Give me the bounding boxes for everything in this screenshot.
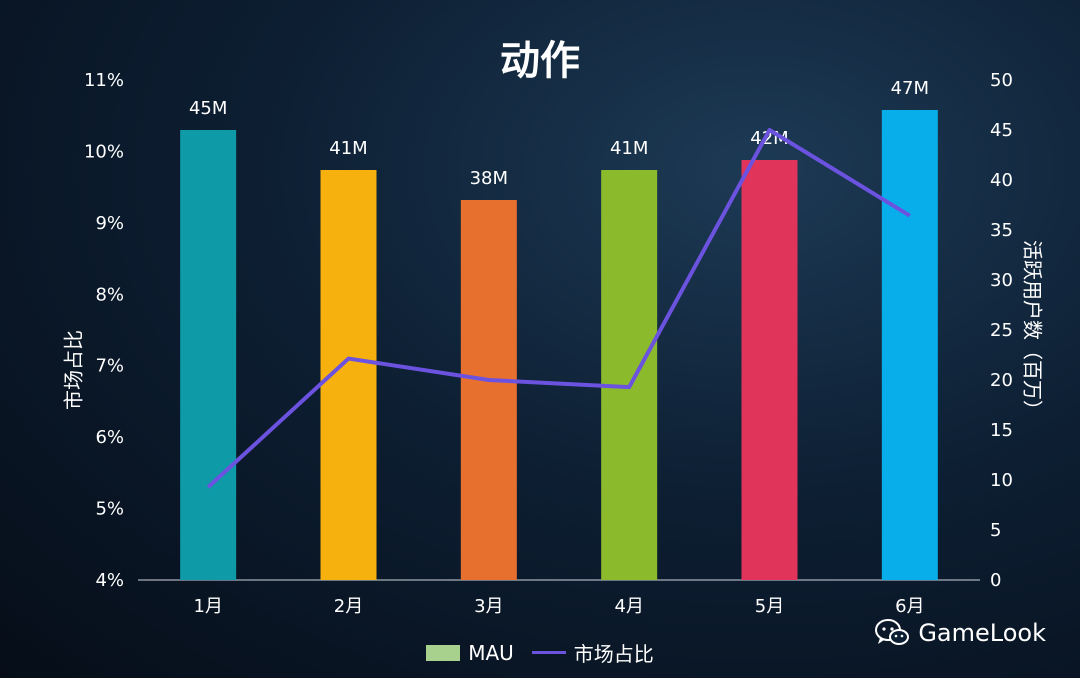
bar-mau bbox=[881, 110, 938, 580]
bar-data-label: 45M bbox=[189, 98, 227, 119]
bar-mau bbox=[741, 160, 798, 580]
x-tick-label: 4月 bbox=[614, 596, 643, 617]
bar-data-label: 38M bbox=[470, 168, 508, 189]
legend-item-market-share: 市场占比 bbox=[531, 638, 654, 667]
legend-label-market-share: 市场占比 bbox=[573, 642, 654, 666]
left-tick-label: 9% bbox=[95, 213, 124, 234]
watermark: GameLook bbox=[874, 618, 1046, 648]
x-tick-label: 1月 bbox=[193, 596, 222, 617]
left-tick-label: 11% bbox=[84, 70, 124, 91]
x-tick-label: 5月 bbox=[755, 596, 784, 617]
bar-mau bbox=[601, 170, 658, 580]
left-tick-label: 4% bbox=[95, 570, 124, 591]
bar-data-label: 41M bbox=[610, 138, 648, 159]
chart-legend: MAU 市场占比 bbox=[0, 638, 1080, 667]
legend-swatch-line bbox=[531, 651, 566, 654]
x-tick-label: 2月 bbox=[334, 596, 363, 617]
right-tick-label: 5 bbox=[990, 520, 1001, 541]
legend-item-mau: MAU bbox=[426, 641, 514, 665]
left-tick-label: 6% bbox=[95, 427, 124, 448]
right-tick-label: 0 bbox=[990, 570, 1001, 591]
wechat-icon bbox=[875, 619, 910, 645]
left-tick-label: 10% bbox=[84, 141, 124, 162]
legend-swatch-bar bbox=[426, 644, 461, 661]
right-tick-label: 30 bbox=[990, 270, 1013, 291]
right-axis-title: 活跃用户数（百万） bbox=[1020, 240, 1045, 420]
x-tick-label: 6月 bbox=[895, 596, 924, 617]
left-tick-label: 5% bbox=[95, 499, 124, 520]
bar-mau bbox=[460, 200, 517, 580]
watermark-text: GameLook bbox=[918, 619, 1046, 647]
right-tick-label: 35 bbox=[990, 220, 1013, 241]
right-tick-label: 45 bbox=[990, 120, 1013, 141]
left-tick-label: 8% bbox=[95, 284, 124, 305]
right-tick-label: 50 bbox=[990, 70, 1013, 91]
bar-data-label: 41M bbox=[329, 138, 367, 159]
right-tick-label: 10 bbox=[990, 470, 1013, 491]
bar-mau bbox=[180, 130, 237, 580]
right-tick-label: 20 bbox=[990, 370, 1013, 391]
right-tick-label: 15 bbox=[990, 420, 1013, 441]
line-market-share bbox=[206, 128, 911, 489]
left-axis-title: 市场占比 bbox=[61, 330, 86, 410]
chart-title: 动作 bbox=[500, 38, 580, 84]
x-tick-label: 3月 bbox=[474, 596, 503, 617]
right-tick-label: 40 bbox=[990, 170, 1013, 191]
right-tick-label: 25 bbox=[990, 320, 1013, 341]
legend-label-mau: MAU bbox=[468, 640, 514, 665]
bar-data-label: 47M bbox=[891, 78, 929, 99]
left-tick-label: 7% bbox=[95, 356, 124, 377]
